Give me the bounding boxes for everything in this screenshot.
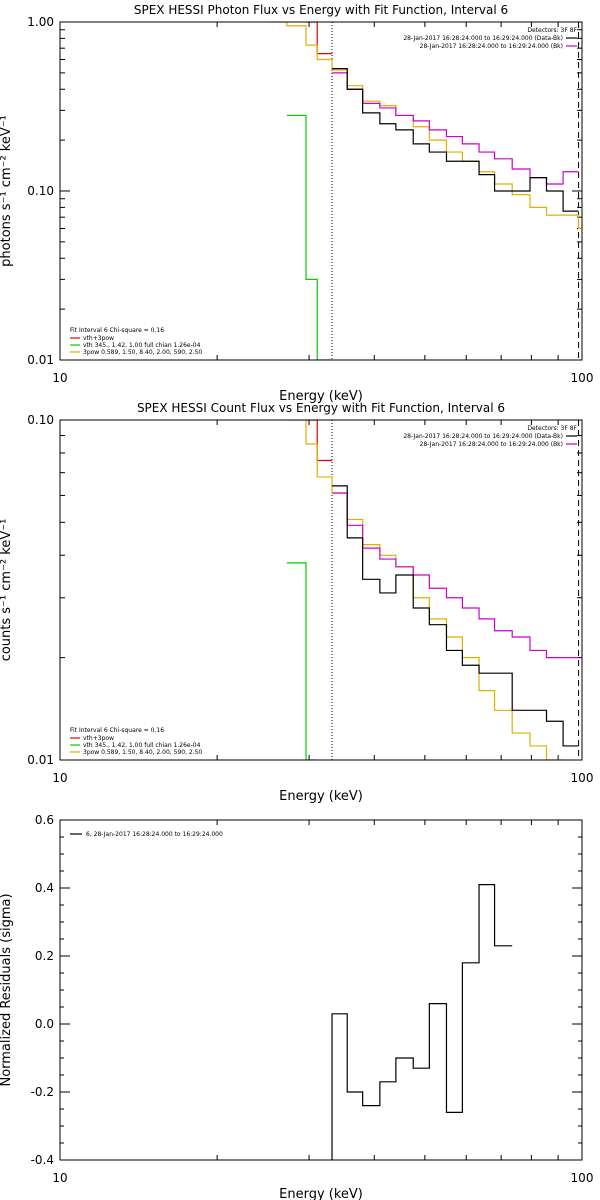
legend-entry: vth+3pow bbox=[83, 335, 114, 342]
minor-ticks bbox=[60, 819, 582, 1161]
x-tick-label: 10 bbox=[52, 371, 67, 385]
series-bk bbox=[332, 492, 579, 659]
legend-entry: vth 345., 1.42, 1.00 full chian 1.26e-04 bbox=[83, 742, 201, 749]
series-vth-3pow bbox=[306, 22, 333, 55]
series-vth bbox=[286, 562, 318, 760]
legend-entry: vth 345., 1.42, 1.00 full chian 1.26e-04 bbox=[83, 342, 201, 349]
series-bk bbox=[332, 72, 579, 185]
y-tick-label: 1.00 bbox=[27, 15, 54, 29]
series-data-bk bbox=[332, 67, 579, 212]
series-vth-3pow bbox=[306, 420, 333, 462]
series-3pow bbox=[286, 420, 564, 760]
plot-frame bbox=[59, 419, 583, 761]
series-data-bk bbox=[332, 485, 579, 747]
legend-entry: 28-Jan-2017 16:28:24.000 to 16:29:24.000… bbox=[420, 43, 563, 50]
legend-entry: 3pow 0.589, 1.50, 8.40, 2.00, 590, 2.50 bbox=[83, 749, 202, 756]
x-tick-label: 100 bbox=[571, 371, 594, 385]
y-tick-label: 0.01 bbox=[27, 353, 54, 367]
x-axis-label: Energy (keV) bbox=[279, 1187, 363, 1200]
panel-2: SPEX HESSI Count Flux vs Energy with Fit… bbox=[0, 401, 593, 804]
minor-ticks bbox=[60, 22, 582, 360]
series-group bbox=[331, 884, 513, 1160]
legend-detectors: Detectors: 3F 8F bbox=[527, 425, 577, 432]
x-axis-label: Energy (keV) bbox=[279, 389, 363, 404]
plot-frame bbox=[59, 819, 583, 1161]
legend-fit-header: Fit Interval 6 Chi-square = 0.16 bbox=[70, 727, 164, 734]
series-6-28-jan-2017-16-28-24-000-to-16-29-24-000 bbox=[331, 884, 513, 1160]
series-group bbox=[286, 420, 579, 760]
series-3pow bbox=[267, 22, 582, 230]
series-vth bbox=[286, 114, 333, 360]
x-tick-label: 100 bbox=[571, 771, 594, 785]
y-tick-label: 0.2 bbox=[35, 949, 54, 963]
y-axis-label: Normalized Residuals (sigma) bbox=[0, 893, 14, 1086]
y-axis-label: counts s⁻¹ cm⁻² keV⁻¹ bbox=[0, 519, 14, 662]
x-tick-label: 10 bbox=[52, 771, 67, 785]
legend-fit-header: Fit Interval 6 Chi-square = 0.16 bbox=[70, 327, 164, 334]
series-group bbox=[267, 22, 582, 360]
y-tick-label: 0.10 bbox=[27, 184, 54, 198]
y-tick-label: -0.2 bbox=[31, 1085, 54, 1099]
legend-detectors: Detectors: 3F 8F bbox=[527, 27, 577, 34]
minor-ticks bbox=[60, 420, 582, 760]
x-axis-label: Energy (keV) bbox=[279, 789, 363, 804]
chart-title: SPEX HESSI Photon Flux vs Energy with Fi… bbox=[134, 3, 508, 17]
legend-entry: 3pow 0.589, 1.50, 8.40, 2.00, 590, 2.50 bbox=[83, 349, 202, 356]
y-tick-label: 0.4 bbox=[35, 881, 54, 895]
legend-entry: 6, 28-Jan-2017 16:28:24.000 to 16:29:24.… bbox=[86, 831, 223, 838]
legend-entry: 28-Jan-2017 16:28:24.000 to 16:29:24.000… bbox=[403, 35, 563, 42]
plot-frame bbox=[59, 21, 583, 361]
legend-entry: vth+3pow bbox=[83, 735, 114, 742]
y-tick-label: 0.01 bbox=[27, 753, 54, 767]
y-tick-label: -0.4 bbox=[31, 1153, 54, 1167]
chart-title: SPEX HESSI Count Flux vs Energy with Fit… bbox=[137, 401, 505, 415]
x-tick-label: 100 bbox=[571, 1171, 594, 1185]
panel-1: SPEX HESSI Photon Flux vs Energy with Fi… bbox=[0, 3, 593, 404]
y-tick-label: 0.0 bbox=[35, 1017, 54, 1031]
y-tick-label: 0.10 bbox=[27, 413, 54, 427]
panel-3: Energy (keV) Normalized Residuals (sigma)… bbox=[0, 813, 593, 1200]
legend-entry: 28-Jan-2017 16:28:24.000 to 16:29:24.000… bbox=[403, 433, 563, 440]
y-axis-label: photons s⁻¹ cm⁻² keV⁻¹ bbox=[0, 115, 14, 267]
x-tick-label: 10 bbox=[52, 1171, 67, 1185]
legend-entry: 28-Jan-2017 16:28:24.000 to 16:29:24.000… bbox=[420, 441, 563, 448]
y-tick-label: 0.6 bbox=[35, 813, 54, 827]
